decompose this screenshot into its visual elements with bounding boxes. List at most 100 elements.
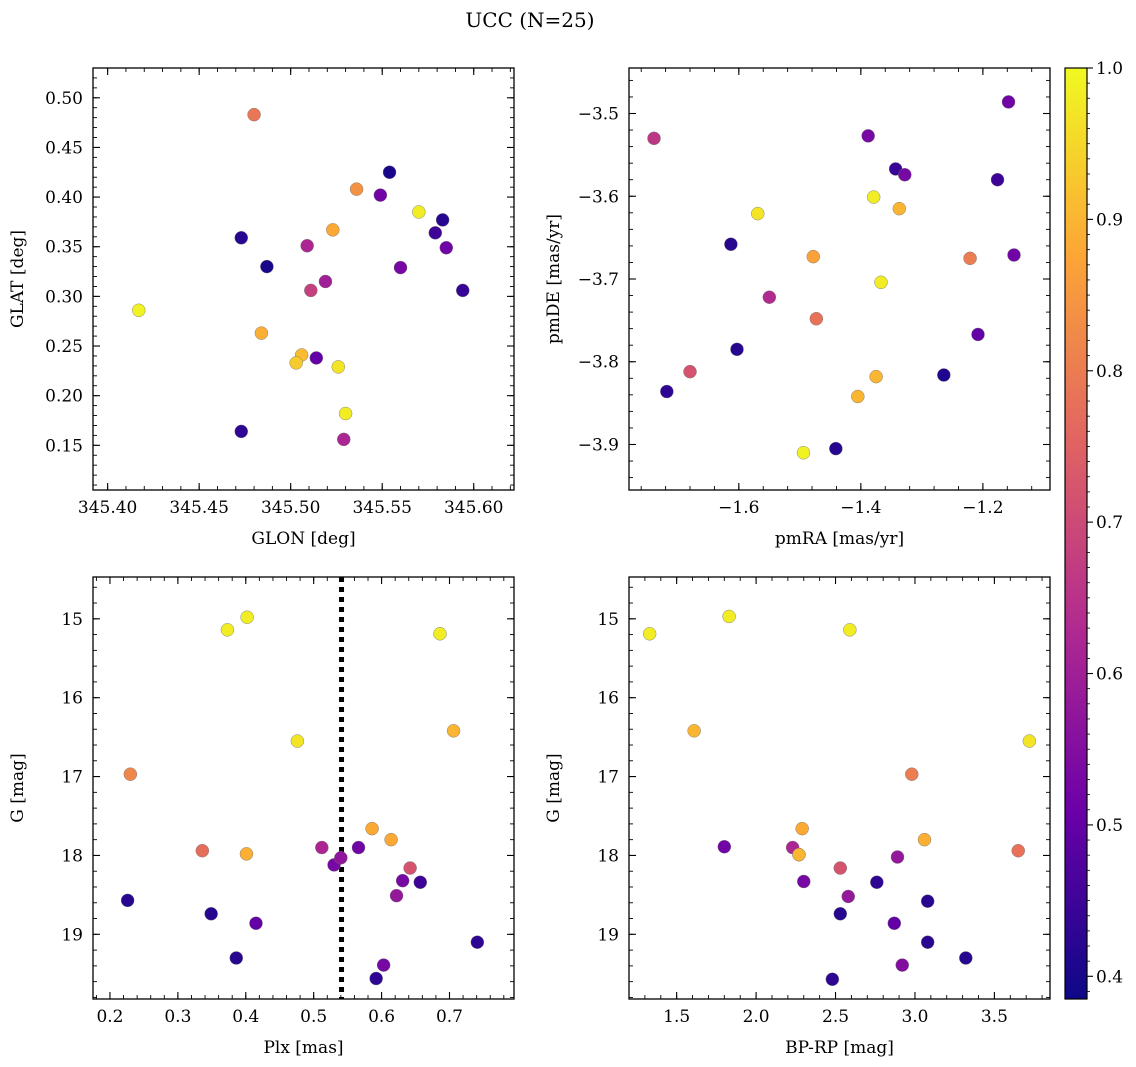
data-point — [990, 173, 1005, 187]
data-point — [825, 972, 840, 986]
data-point — [403, 861, 417, 875]
colorbar-tick-label: 0.4 — [1096, 967, 1123, 987]
data-point — [806, 249, 820, 264]
data-point — [234, 424, 248, 439]
data-point — [204, 907, 218, 921]
data-point — [304, 283, 318, 298]
data-point — [920, 894, 935, 908]
colorbar-gradient — [1064, 67, 1088, 1000]
colorbar-tick-label: 0.7 — [1096, 513, 1123, 533]
data-point — [647, 131, 661, 146]
x-tick-label: 0.7 — [436, 1007, 463, 1027]
x-axis-label: pmRA [mas/yr] — [775, 529, 904, 549]
y-tick-label: −3.8 — [578, 353, 619, 373]
y-tick-label: −3.5 — [578, 105, 619, 125]
data-point — [318, 274, 333, 289]
x-axis-label: BP-RP [mag] — [785, 1038, 894, 1058]
data-point — [1007, 248, 1021, 262]
data-point — [290, 734, 305, 748]
data-point — [331, 360, 345, 374]
panel-glon-glat: 345.40 345.45 345.50 345.55 345.60 0.15 0.20 0.… — [8, 67, 515, 549]
data-point — [870, 875, 884, 889]
data-point — [959, 951, 973, 965]
data-point — [1011, 844, 1025, 858]
y-tick-label: 15 — [61, 610, 83, 630]
data-point — [234, 231, 248, 245]
y-tick-label: 16 — [597, 689, 619, 709]
data-point — [413, 875, 427, 889]
colorbar-tick-label: 0.8 — [1096, 362, 1123, 382]
y-tick-label: 0.45 — [45, 138, 83, 158]
y-tick-label: −3.6 — [578, 187, 619, 207]
data-point — [869, 369, 883, 384]
data-point — [393, 260, 408, 275]
data-point — [851, 389, 865, 404]
data-point — [435, 213, 450, 227]
x-tick-label: −1.6 — [718, 498, 759, 518]
data-point — [334, 851, 348, 865]
data-point — [917, 832, 932, 847]
data-point — [833, 861, 847, 875]
figure-title: UCC (N=25) — [465, 8, 594, 32]
data-point — [349, 182, 364, 196]
data-point — [809, 312, 824, 326]
x-tick-label: 0.2 — [96, 1007, 123, 1027]
x-axis-label: GLON [deg] — [251, 529, 355, 549]
x-tick-label: 2.5 — [822, 1007, 849, 1027]
data-point — [887, 916, 902, 930]
y-tick-label: 0.40 — [45, 188, 83, 208]
y-tick-label: 0.35 — [45, 238, 83, 258]
x-tick-label: 3.5 — [981, 1007, 1008, 1027]
data-point — [829, 441, 843, 456]
data-point — [963, 251, 977, 266]
data-point — [861, 129, 875, 143]
data-point — [412, 205, 426, 219]
data-point — [751, 206, 765, 221]
data-point — [240, 610, 254, 624]
data-point — [470, 935, 485, 949]
data-point — [132, 303, 146, 317]
data-point — [920, 935, 935, 949]
data-point — [1022, 734, 1037, 748]
data-point — [446, 724, 461, 738]
data-point — [249, 916, 263, 930]
data-point — [796, 446, 811, 460]
x-tick-label: 0.5 — [300, 1007, 327, 1027]
y-tick-label: 0.50 — [45, 89, 83, 109]
x-tick-label: −1.2 — [962, 498, 1003, 518]
data-point — [866, 190, 881, 204]
data-point — [220, 623, 235, 637]
y-tick-label: −3.7 — [578, 270, 619, 290]
colorbar-tick-label: 0.5 — [1096, 816, 1123, 836]
y-tick-label: 0.30 — [45, 287, 83, 307]
colorbar-tick-label: 0.9 — [1096, 210, 1123, 230]
axes-frame — [628, 67, 1051, 491]
x-tick-label: −1.4 — [840, 498, 881, 518]
data-point — [395, 873, 410, 888]
data-point — [195, 844, 210, 858]
data-point — [895, 958, 909, 972]
panel-plx-g: 0.2 0.3 0.4 0.5 0.6 0.7 15 16 17 18 19 Plx [mas] G [… — [8, 576, 515, 1058]
data-point — [937, 368, 951, 382]
x-axis-label: Plx [mas] — [263, 1038, 343, 1058]
data-point — [254, 326, 269, 340]
y-tick-label: 17 — [597, 768, 619, 788]
data-point — [289, 356, 303, 370]
y-axis-label: GLAT [deg] — [8, 230, 28, 328]
x-tick-label: 345.60 — [444, 498, 503, 518]
y-tick-label: 0.25 — [45, 337, 83, 357]
data-point — [905, 767, 919, 781]
data-point — [843, 623, 857, 637]
data-point — [841, 889, 855, 904]
data-point — [439, 241, 453, 255]
data-point — [730, 342, 744, 357]
x-tick-label: 1.5 — [663, 1007, 690, 1027]
x-tick-label: 0.3 — [164, 1007, 191, 1027]
y-tick-label: 18 — [61, 846, 83, 866]
data-point — [724, 237, 738, 251]
y-tick-label: −3.9 — [578, 435, 619, 455]
data-point — [428, 226, 442, 240]
data-point — [389, 888, 404, 903]
data-point — [376, 958, 391, 972]
